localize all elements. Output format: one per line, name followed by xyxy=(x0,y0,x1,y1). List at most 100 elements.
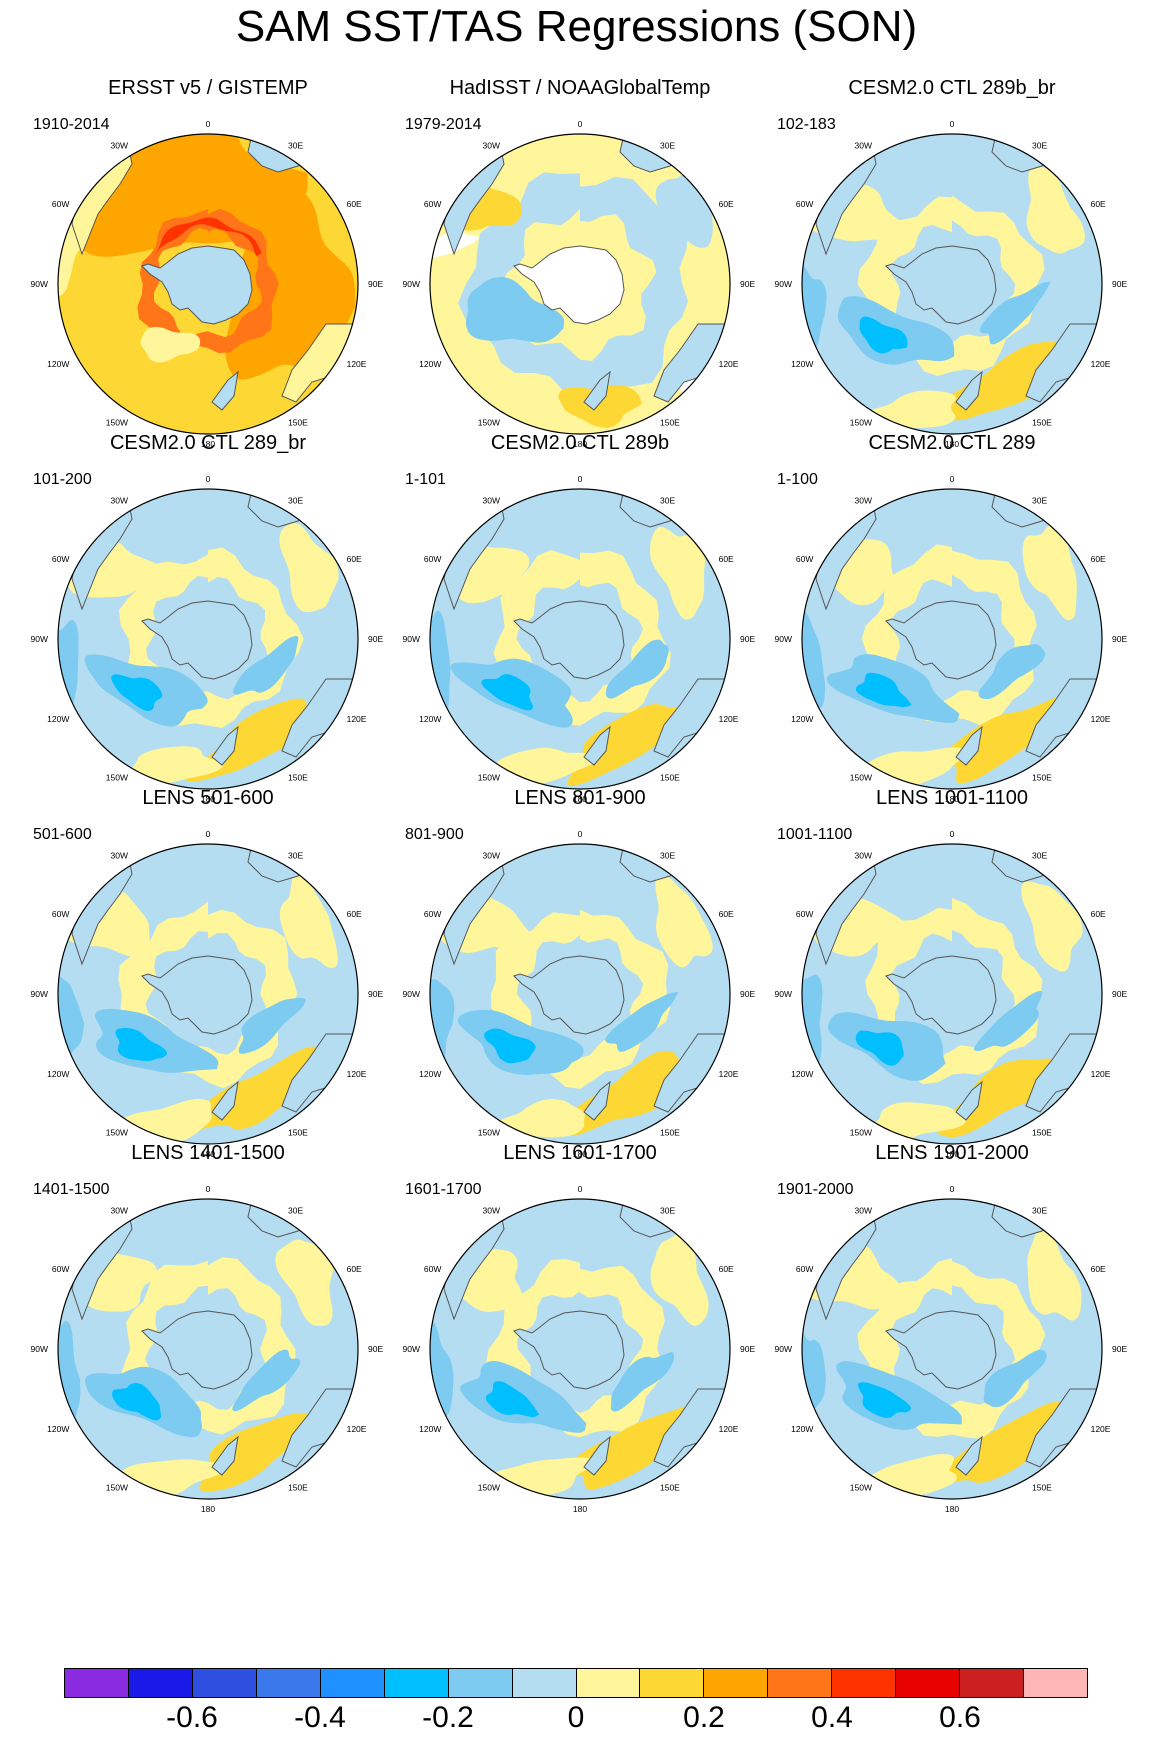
longitude-label: 90W xyxy=(403,279,420,289)
longitude-label: 0 xyxy=(206,119,211,129)
panel-period: 1601-1700 xyxy=(405,1181,482,1198)
map-panel-lens-501: LENS 501-600 0 30E 60E 90E 120E 150E 180 150W 120… xyxy=(18,786,398,1181)
anomaly-region xyxy=(978,644,1046,700)
map-panel-cesm-289-br: CESM2.0 CTL 289_br 0 30E 60E 90E 120E 150E 180 1… xyxy=(18,431,398,826)
longitude-label: 30W xyxy=(111,1205,128,1215)
map-panel-cesm-289: CESM2.0 CTL 289 0 30E 60E 90E 120E 150E 180 150W… xyxy=(762,431,1142,826)
panel-period: 102-183 xyxy=(777,116,836,133)
colorbar-labels: -0.6 -0.4 -0.2 0 0.2 0.4 0.6 xyxy=(64,1700,1088,1740)
longitude-label: 90E xyxy=(368,1344,383,1354)
longitude-label: 90E xyxy=(740,634,755,644)
longitude-label: 150E xyxy=(660,773,680,783)
longitude-label: 30W xyxy=(483,495,500,505)
anomaly-region xyxy=(802,264,827,371)
polar-map: 0 30E 60E 90E 120E 150E 180 150W 120W 90W 60W 30W xyxy=(18,804,398,1184)
map-panel-lens-1601: LENS 1601-1700 0 30E 60E 90E 120E 150E 180 150W 1… xyxy=(390,1141,770,1536)
longitude-label: 60E xyxy=(347,909,362,919)
longitude-label: 30E xyxy=(660,140,675,150)
anomaly-region xyxy=(232,1349,301,1412)
anomaly-region xyxy=(855,1030,904,1066)
longitude-label: 120E xyxy=(1091,1424,1111,1434)
longitude-label: 90W xyxy=(31,279,48,289)
longitude-label: 0 xyxy=(950,474,955,484)
colorbar-tick-label: -0.6 xyxy=(166,1701,218,1734)
panel-title: HadISST / NOAAGlobalTemp xyxy=(449,77,711,99)
longitude-label: 150W xyxy=(106,1483,128,1493)
colorbar-swatch xyxy=(320,1669,385,1697)
anomaly-region xyxy=(558,385,642,428)
longitude-label: 0 xyxy=(950,1184,955,1194)
anomaly-region xyxy=(983,1349,1047,1408)
map-panel-hadisst: HadISST / NOAAGlobalTemp 0 30E 60E 90E 120E 15… xyxy=(390,76,770,471)
map-boundary xyxy=(429,1198,731,1500)
anomaly-region xyxy=(115,1027,168,1062)
map-panel-lens-1401: LENS 1401-1500 0 30E 60E 90E 120E 150E 180 150W 1… xyxy=(18,1141,398,1536)
longitude-label: 90E xyxy=(368,279,383,289)
map-panel-cesm-289b-br: CESM2.0 CTL 289b_br 0 30E 60E 90E 120E 150E 180… xyxy=(762,76,1142,471)
panel-title: LENS 501-600 xyxy=(142,787,274,809)
anomaly-region xyxy=(279,872,338,969)
longitude-label: 60E xyxy=(1091,1264,1106,1274)
anomaly-region xyxy=(802,1327,826,1438)
longitude-label: 120W xyxy=(47,1424,69,1434)
map-boundary xyxy=(57,1198,359,1500)
map-boundary xyxy=(429,488,731,790)
longitude-label: 0 xyxy=(578,474,583,484)
map-boundary xyxy=(429,843,731,1145)
longitude-label: 120E xyxy=(1091,359,1111,369)
anomaly-region xyxy=(650,1233,709,1326)
longitude-label: 120W xyxy=(791,1069,813,1079)
longitude-label: 120W xyxy=(419,714,441,724)
anomaly-region xyxy=(650,526,706,620)
longitude-label: 150W xyxy=(478,418,500,428)
longitude-label: 150W xyxy=(106,418,128,428)
anomaly-region xyxy=(465,277,565,343)
new-zealand-landmass xyxy=(955,725,983,766)
colorbar-swatch xyxy=(832,1669,897,1697)
colorbar-swatch xyxy=(1024,1669,1087,1697)
longitude-label: 30W xyxy=(111,495,128,505)
colorbar-swatch xyxy=(65,1669,129,1697)
longitude-label: 120E xyxy=(347,1069,367,1079)
panel-period: 1910-2014 xyxy=(33,116,110,133)
new-zealand-landmass xyxy=(583,725,611,766)
longitude-label: 120E xyxy=(347,714,367,724)
antarctica-landmass xyxy=(141,600,253,680)
anomaly-region xyxy=(979,281,1051,345)
colorbar-swatch xyxy=(896,1669,961,1697)
antarctica-landmass xyxy=(885,1310,997,1390)
longitude-label: 90E xyxy=(740,279,755,289)
longitude-label: 30E xyxy=(660,495,675,505)
longitude-label: 30E xyxy=(288,495,303,505)
panel-title: LENS 801-900 xyxy=(514,787,646,809)
anomaly-region xyxy=(484,1028,536,1064)
anomaly-region xyxy=(802,609,826,717)
longitude-label: 150W xyxy=(478,773,500,783)
longitude-label: 120W xyxy=(47,359,69,369)
panel-period: 1001-1100 xyxy=(777,826,853,843)
anomaly-region xyxy=(275,1239,334,1327)
map-boundary xyxy=(57,843,359,1145)
panel-title: CESM2.0 CTL 289b xyxy=(490,432,670,454)
map-boundary xyxy=(801,1198,1103,1500)
longitude-label: 150W xyxy=(106,773,128,783)
longitude-label: 30W xyxy=(855,850,872,860)
colorbar-tick-label: 0.2 xyxy=(683,1701,725,1734)
colorbar-swatch xyxy=(640,1669,705,1697)
longitude-label: 120E xyxy=(347,1424,367,1434)
longitude-label: 60E xyxy=(719,1264,734,1274)
longitude-label: 90E xyxy=(368,989,383,999)
longitude-label: 180 xyxy=(573,439,587,449)
colorbar-swatch xyxy=(384,1669,449,1697)
polar-map: 0 30E 60E 90E 120E 150E 180 150W 120W 90W 60W 30W xyxy=(18,449,398,829)
longitude-label: 90W xyxy=(775,279,792,289)
antarctica-landmass xyxy=(141,1310,253,1390)
anomaly-region xyxy=(610,1351,675,1412)
new-zealand-landmass xyxy=(955,370,983,411)
antarctica-landmass xyxy=(513,600,625,680)
antarctica-landmass xyxy=(885,955,997,1035)
anomaly-region xyxy=(58,972,85,1078)
anomaly-region xyxy=(233,635,299,695)
new-zealand-landmass xyxy=(211,1080,239,1121)
anomaly-region xyxy=(112,1382,162,1421)
